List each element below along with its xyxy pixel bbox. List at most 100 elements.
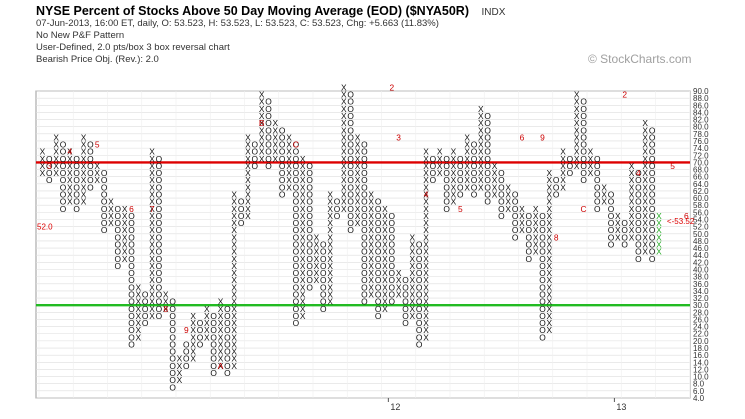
x-box: X	[642, 197, 648, 207]
o-box: O	[416, 339, 423, 349]
x-box: X	[547, 318, 553, 328]
x-box: X	[81, 140, 87, 150]
o-box: O	[402, 297, 409, 307]
o-box: O	[402, 282, 409, 292]
x-box: X	[629, 197, 635, 207]
x-box: X	[464, 182, 470, 192]
o-box: O	[169, 382, 176, 392]
x-box: X	[122, 232, 128, 242]
o-box: O	[142, 311, 149, 321]
x-box: X	[300, 182, 306, 192]
o-box: O	[594, 190, 601, 200]
o-box: O	[649, 254, 656, 264]
x-box: X	[423, 168, 429, 178]
o-box: O	[347, 211, 354, 221]
o-box: O	[416, 247, 423, 257]
x-box: X	[81, 197, 87, 207]
x-box: X	[273, 154, 279, 164]
x-box: X	[245, 147, 251, 157]
x-box: X	[423, 204, 429, 214]
x-box: X	[533, 247, 539, 257]
x-box: X	[231, 311, 237, 321]
o-box: O	[265, 97, 272, 107]
objective-line: Bearish Price Obj. (Rev.): 2.0	[36, 54, 159, 65]
o-box: O	[306, 161, 313, 171]
x-box: X	[231, 297, 237, 307]
y-tick-label: 14.0	[693, 358, 709, 367]
o-box: O	[156, 297, 163, 307]
o-box: O	[306, 175, 313, 185]
x-box: X	[314, 232, 320, 242]
o-box: O	[621, 232, 628, 242]
o-box: O	[293, 268, 300, 278]
x-box: X	[149, 297, 155, 307]
x-box: X	[464, 132, 470, 142]
o-box: O	[580, 140, 587, 150]
o-box: O	[156, 275, 163, 285]
o-box: O	[60, 197, 67, 207]
o-box: O	[115, 211, 122, 221]
month-marker: 6	[684, 211, 689, 221]
o-box: O	[293, 261, 300, 271]
x-box: X	[190, 318, 196, 328]
x-box: X	[149, 247, 155, 257]
y-tick-label: 42.0	[693, 258, 709, 267]
o-box: O	[320, 261, 327, 271]
o-box: O	[361, 204, 368, 214]
o-box: O	[484, 111, 491, 121]
y-tick-label: 46.0	[693, 244, 709, 253]
o-box: O	[238, 197, 245, 207]
o-box: O	[539, 247, 546, 257]
o-box: O	[252, 154, 259, 164]
x-box: X	[300, 297, 306, 307]
x-box: X	[300, 261, 306, 271]
x-box: X	[122, 254, 128, 264]
x-box: X	[396, 289, 402, 299]
o-box: O	[252, 161, 259, 171]
o-box: O	[169, 325, 176, 335]
x-box: X	[94, 161, 100, 171]
x-box: X	[149, 197, 155, 207]
o-box: O	[279, 147, 286, 157]
o-box: O	[635, 190, 642, 200]
x-box: X	[245, 204, 251, 214]
month-marker: 5	[670, 161, 675, 171]
o-box: O	[156, 225, 163, 235]
o-box: O	[389, 218, 396, 228]
x-box: X	[423, 318, 429, 328]
o-box: O	[87, 147, 94, 157]
x-box: X	[190, 332, 196, 342]
month-marker: 6	[129, 204, 134, 214]
o-box: O	[224, 304, 231, 314]
o-box: O	[649, 168, 656, 178]
y-tick-label: 50.0	[693, 230, 709, 239]
o-box: O	[238, 204, 245, 214]
o-box: O	[169, 361, 176, 371]
o-box: O	[265, 118, 272, 128]
x-box: X	[341, 204, 347, 214]
o-box: O	[73, 197, 80, 207]
x-box: X	[149, 154, 155, 164]
o-box: O	[375, 240, 382, 250]
o-box: O	[649, 232, 656, 242]
o-box: O	[293, 168, 300, 178]
o-box: O	[224, 347, 231, 357]
x-box: X	[505, 190, 511, 200]
x-box: X	[588, 168, 594, 178]
o-box: O	[649, 140, 656, 150]
o-box: O	[361, 289, 368, 299]
o-box: O	[156, 268, 163, 278]
o-box: O	[279, 154, 286, 164]
x-box: X	[547, 232, 553, 242]
o-box: O	[361, 268, 368, 278]
o-box: O	[416, 325, 423, 335]
o-box: O	[224, 368, 231, 378]
o-box: O	[389, 261, 396, 271]
o-box: O	[128, 225, 135, 235]
o-box: O	[306, 211, 313, 221]
x-box: X	[231, 218, 237, 228]
o-box: O	[306, 232, 313, 242]
o-box: O	[183, 361, 190, 371]
x-box: X	[231, 232, 237, 242]
x-box: X	[341, 97, 347, 107]
